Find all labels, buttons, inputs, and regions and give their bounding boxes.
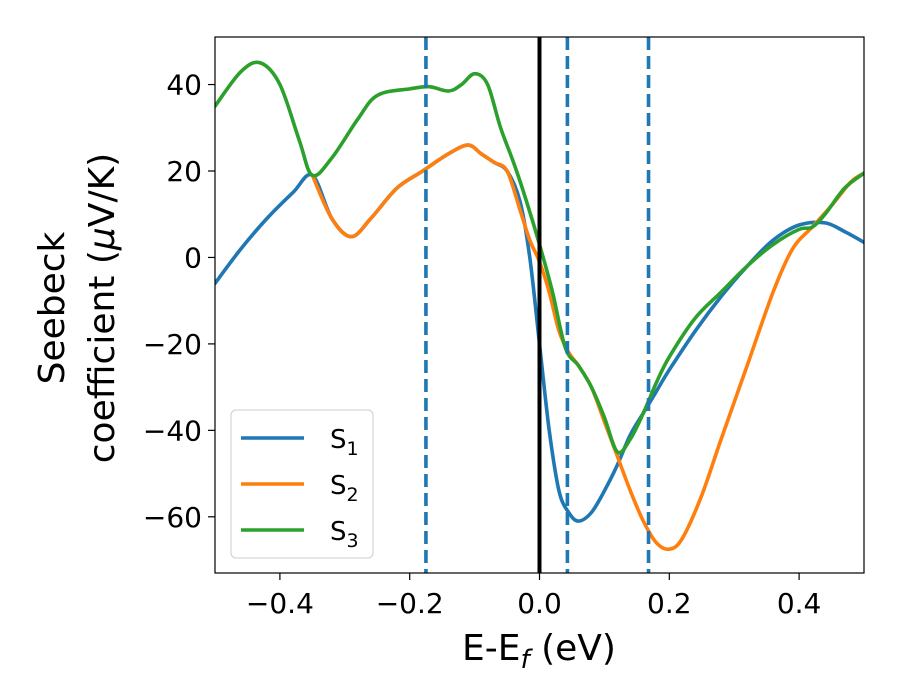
- legend-label-s2: S2: [330, 471, 359, 506]
- y-tick-label: 20: [166, 155, 202, 188]
- y-tick-label: 0: [184, 241, 202, 274]
- x-axis-ticks: −0.4 −0.2 0.0 0.2 0.4: [246, 573, 821, 620]
- y-tick-label: 40: [166, 69, 202, 102]
- series-line-s3: [215, 60, 864, 455]
- y-axis-label-mu: μ: [82, 227, 123, 251]
- legend: S1 S2 S3: [230, 409, 374, 559]
- legend-label-s1: S1: [330, 425, 359, 460]
- x-axis-label-unit: (eV): [530, 628, 616, 669]
- legend-label-s3: S3: [330, 517, 359, 552]
- vline-layer: [424, 37, 651, 573]
- y-axis-ticks: −60 −40 −20 0 20 40: [143, 69, 215, 534]
- x-tick-label: −0.2: [376, 587, 444, 620]
- y-axis-label-prefix: coefficient (: [82, 250, 123, 463]
- y-tick-label: −20: [143, 328, 202, 361]
- x-tick-label: 0.4: [777, 587, 822, 620]
- y-tick-label: −40: [143, 414, 202, 447]
- series-layer: [215, 60, 864, 552]
- x-axis-label-main: E-E: [462, 628, 520, 669]
- series-line-s2: [310, 143, 864, 552]
- y-axis-label-line2: coefficient (μV/K): [82, 153, 123, 463]
- x-tick-label: −0.4: [246, 587, 314, 620]
- x-tick-label: 0.2: [647, 587, 692, 620]
- y-tick-label: −60: [143, 501, 202, 534]
- x-axis-label: E-Ef (eV): [462, 628, 616, 675]
- y-axis-label-line1: Seebeck: [32, 231, 73, 384]
- x-tick-label: 0.0: [517, 587, 562, 620]
- y-axis-label-suffix: V/K): [82, 153, 123, 227]
- y-axis-label: Seebeck coefficient (μV/K): [32, 153, 123, 463]
